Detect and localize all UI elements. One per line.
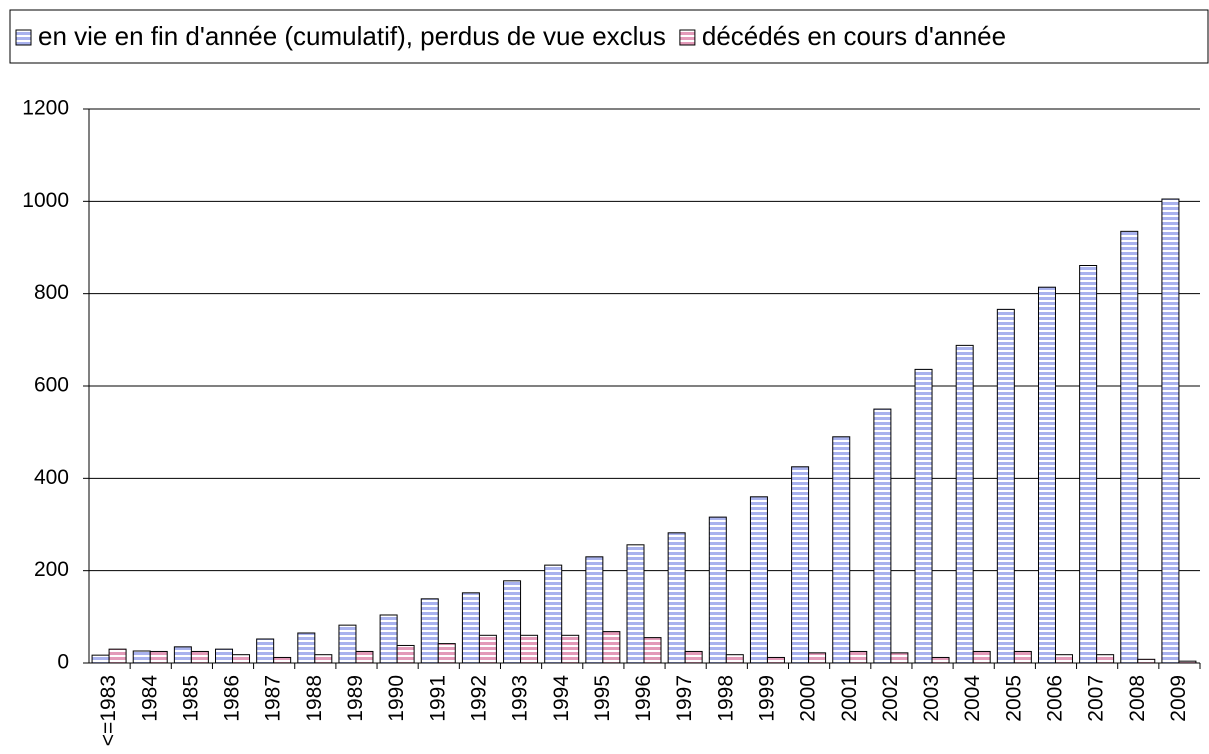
bar [873, 408, 892, 664]
bar [232, 654, 251, 664]
bar [256, 638, 275, 664]
y-tick-label: 1200 [22, 97, 69, 120]
bar [355, 650, 374, 664]
bar [379, 614, 398, 664]
x-tick-label: <=1983 [97, 675, 120, 746]
x-tick-label: 1997 [673, 675, 696, 722]
bar [832, 436, 851, 664]
y-tick-label: 600 [34, 374, 69, 397]
x-tick-label: 2008 [1126, 675, 1149, 722]
bar [684, 650, 703, 664]
bar [461, 592, 480, 664]
bar [749, 496, 768, 664]
bar [626, 544, 645, 664]
bar [708, 516, 727, 664]
x-tick-label: 1992 [467, 675, 490, 722]
bar [1013, 650, 1032, 664]
y-tick-label: 800 [34, 281, 69, 304]
bar [91, 654, 110, 664]
bar [849, 650, 868, 664]
bar [996, 308, 1015, 664]
bar [931, 656, 950, 664]
y-tick-label: 0 [57, 651, 69, 674]
x-tick-label: 2007 [1085, 675, 1108, 722]
bar [420, 598, 439, 664]
x-tick-label: 2005 [1002, 675, 1025, 722]
legend-box [9, 9, 1209, 64]
x-tick-label: 2002 [879, 675, 902, 722]
bar [478, 634, 497, 664]
bar [108, 648, 127, 664]
x-tick-label: 2001 [838, 675, 861, 722]
x-tick-label: 2009 [1167, 675, 1190, 722]
legend-label: en vie en fin d'année (cumulatif), perdu… [38, 21, 666, 51]
x-tick-label: 1990 [385, 675, 408, 722]
bar [190, 650, 209, 664]
bar [1037, 286, 1056, 664]
x-tick-label: 1989 [344, 675, 367, 722]
y-tick-label: 400 [34, 466, 69, 489]
bar [1161, 198, 1180, 664]
y-tick-label: 200 [34, 558, 69, 581]
bar [173, 646, 192, 664]
bar [766, 656, 785, 664]
bar [1054, 654, 1073, 664]
bar [132, 650, 151, 664]
x-tick-label: 1985 [179, 675, 202, 722]
bar [297, 632, 316, 664]
legend-swatch [15, 29, 32, 46]
bar [914, 368, 933, 664]
bar [725, 654, 744, 664]
x-tick-label: 2006 [1044, 675, 1067, 722]
x-tick-label: 1995 [591, 675, 614, 722]
legend-label: décédés en cours d'année [702, 21, 1006, 51]
x-tick-label: 1996 [632, 675, 655, 722]
x-tick-label: 2003 [920, 675, 943, 722]
bar [791, 466, 810, 664]
bar [520, 634, 539, 664]
legend-swatch [679, 29, 696, 46]
bar [149, 650, 168, 664]
bar [314, 654, 333, 664]
x-tick-label: 2000 [797, 675, 820, 722]
x-tick-label: 1986 [221, 675, 244, 722]
bar [1120, 230, 1139, 664]
bar [972, 650, 991, 664]
x-tick-label: 1988 [303, 675, 326, 722]
bar [585, 556, 604, 664]
x-tick-label: 2004 [961, 675, 984, 722]
x-tick-label: 1993 [509, 675, 532, 722]
bar [890, 652, 909, 664]
bar [215, 648, 234, 664]
bar [808, 652, 827, 664]
y-tick-label: 1000 [22, 189, 69, 212]
bar [1079, 265, 1098, 664]
bar [643, 637, 662, 664]
x-tick-label: 1999 [755, 675, 778, 722]
x-tick-label: 1994 [550, 675, 573, 722]
bar [1096, 654, 1115, 664]
x-tick-label: 1984 [138, 675, 161, 722]
bar [396, 644, 415, 664]
bar [667, 532, 686, 664]
bar [338, 624, 357, 664]
bar [503, 580, 522, 664]
bar [561, 634, 580, 664]
x-tick-label: 1987 [262, 675, 285, 722]
bar [437, 643, 456, 664]
x-tick-label: 1998 [714, 675, 737, 722]
bar [955, 344, 974, 664]
x-tick-label: 1991 [426, 675, 449, 722]
bar [273, 656, 292, 664]
bar [544, 564, 563, 664]
bar [1137, 658, 1156, 664]
bar [602, 631, 621, 664]
